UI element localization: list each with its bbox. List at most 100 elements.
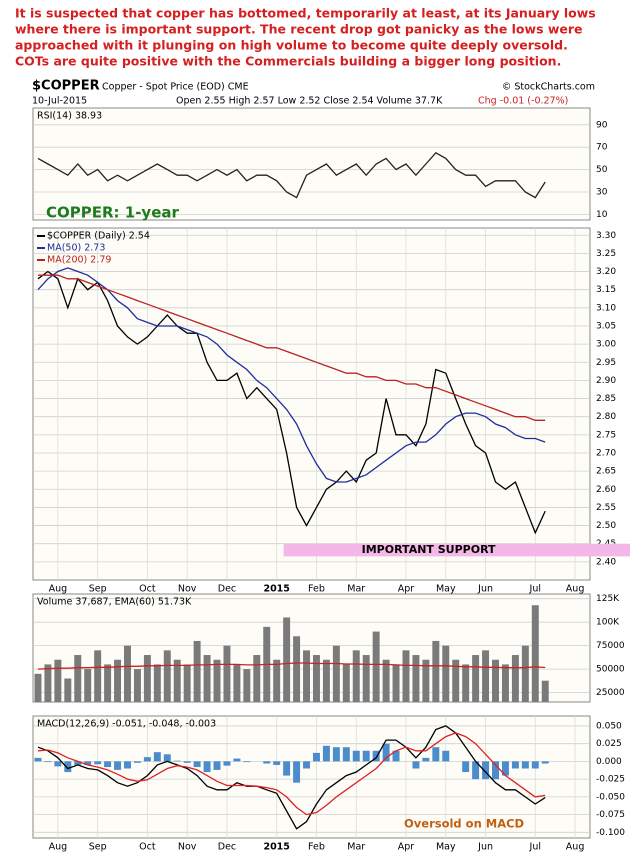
bar <box>104 664 112 702</box>
y-tick-label: 2.80 <box>596 412 616 422</box>
series-line <box>37 267 546 483</box>
bar <box>74 655 82 702</box>
support-label: IMPORTANT SUPPORT <box>362 543 496 556</box>
y-tick-label: -0.025 <box>596 775 625 785</box>
y-tick-label: -0.100 <box>596 828 625 838</box>
x-tick-label: Jul <box>529 584 541 595</box>
y-tick-label: 10 <box>596 210 608 220</box>
bar <box>382 743 390 762</box>
bar <box>521 761 529 769</box>
x-tick-label: Jun <box>477 842 493 853</box>
bar <box>273 659 281 702</box>
bar <box>243 669 251 702</box>
bar <box>432 747 440 762</box>
panel-label: Volume 37,687, EMA(60) 51.73K <box>37 597 192 608</box>
y-tick-label: 0.000 <box>596 757 622 767</box>
bar <box>203 761 211 773</box>
bar <box>462 664 470 702</box>
panel-label: RSI(14) 38.93 <box>37 111 102 122</box>
bar <box>124 645 131 702</box>
bar <box>472 761 480 780</box>
y-tick-label: 2.55 <box>596 503 616 513</box>
y-tick-label: 3.20 <box>596 267 616 277</box>
bar <box>94 761 102 765</box>
bar <box>54 761 62 767</box>
bar <box>114 659 122 702</box>
bar <box>193 640 201 702</box>
y-tick-label: 2.75 <box>596 430 616 440</box>
bar <box>492 659 499 702</box>
x-tick-label: Mar <box>347 584 365 595</box>
bar <box>352 750 360 762</box>
bar <box>382 659 390 702</box>
bar <box>293 761 301 783</box>
bar <box>342 664 350 702</box>
description: Copper - Spot Price (EOD) CME <box>102 82 249 93</box>
x-tick-label: Mar <box>347 842 365 853</box>
y-tick-label: 2.90 <box>596 376 616 386</box>
bar <box>104 761 112 768</box>
y-tick-label: 75000 <box>596 641 625 651</box>
bar <box>133 761 141 763</box>
y-tick-label: 3.00 <box>596 340 616 350</box>
commentary: where there is important support. The re… <box>15 22 583 37</box>
bar <box>422 757 430 762</box>
panel-label: MACD(12,26,9) -0.051, -0.048, -0.003 <box>37 719 216 730</box>
x-tick-label: Aug <box>566 584 585 595</box>
bar <box>34 673 42 702</box>
bar <box>482 650 490 702</box>
bar <box>173 659 181 702</box>
x-tick-label: May <box>436 842 456 853</box>
series-line <box>38 274 546 421</box>
x-tick-label: Sep <box>89 842 107 853</box>
x-tick-label: Oct <box>139 842 156 853</box>
y-tick-label: 3.25 <box>596 249 616 259</box>
x-tick-label: Feb <box>308 842 325 853</box>
support-band <box>283 543 630 557</box>
bar <box>203 655 211 702</box>
bar <box>193 761 201 768</box>
bar <box>64 761 72 773</box>
x-tick-label: Dec <box>218 842 236 853</box>
bar <box>312 752 320 762</box>
bar <box>153 664 161 702</box>
panel-frame <box>32 715 591 839</box>
x-tick-label: Jul <box>529 842 541 853</box>
quote: Open 2.55 High 2.57 Low 2.52 Close 2.54 … <box>176 96 443 107</box>
bar <box>531 761 539 769</box>
x-tick-label: Sep <box>89 584 107 595</box>
panel-note: COPPER: 1-year <box>46 204 180 222</box>
x-tick-label: Aug <box>49 584 68 595</box>
bar <box>74 761 82 765</box>
y-tick-label: 3.15 <box>596 285 616 295</box>
bar <box>114 761 122 770</box>
y-tick-label: 2.50 <box>596 521 616 531</box>
legend-entry: $COPPER (Daily) 2.54 <box>47 231 150 242</box>
change: Chg -0.01 (-0.27%) <box>478 96 568 107</box>
bar <box>332 747 340 762</box>
bar <box>293 636 301 702</box>
bar <box>452 659 460 702</box>
commentary: approached with it plunging on high volu… <box>15 38 568 53</box>
bar <box>472 655 480 702</box>
bar <box>352 650 360 702</box>
bar <box>133 669 141 702</box>
series-line <box>37 270 546 535</box>
y-tick-label: 50 <box>596 165 608 175</box>
bar <box>392 750 400 762</box>
y-tick-label: 2.95 <box>596 358 616 368</box>
y-tick-label: -0.050 <box>596 792 625 802</box>
x-tick-label: Nov <box>178 842 197 853</box>
legend-entry: MA(200) 2.79 <box>47 255 111 266</box>
y-tick-label: 30 <box>596 188 608 198</box>
bar <box>501 664 509 702</box>
y-tick-label: 2.85 <box>596 394 616 404</box>
bar <box>283 617 291 702</box>
bar <box>322 659 330 702</box>
x-tick-label: Nov <box>178 584 197 595</box>
bar <box>163 650 171 702</box>
x-tick-label: Aug <box>566 842 585 853</box>
commentary: It is suspected that copper has bottomed… <box>15 6 596 21</box>
bar <box>213 659 221 702</box>
bar <box>124 761 131 769</box>
